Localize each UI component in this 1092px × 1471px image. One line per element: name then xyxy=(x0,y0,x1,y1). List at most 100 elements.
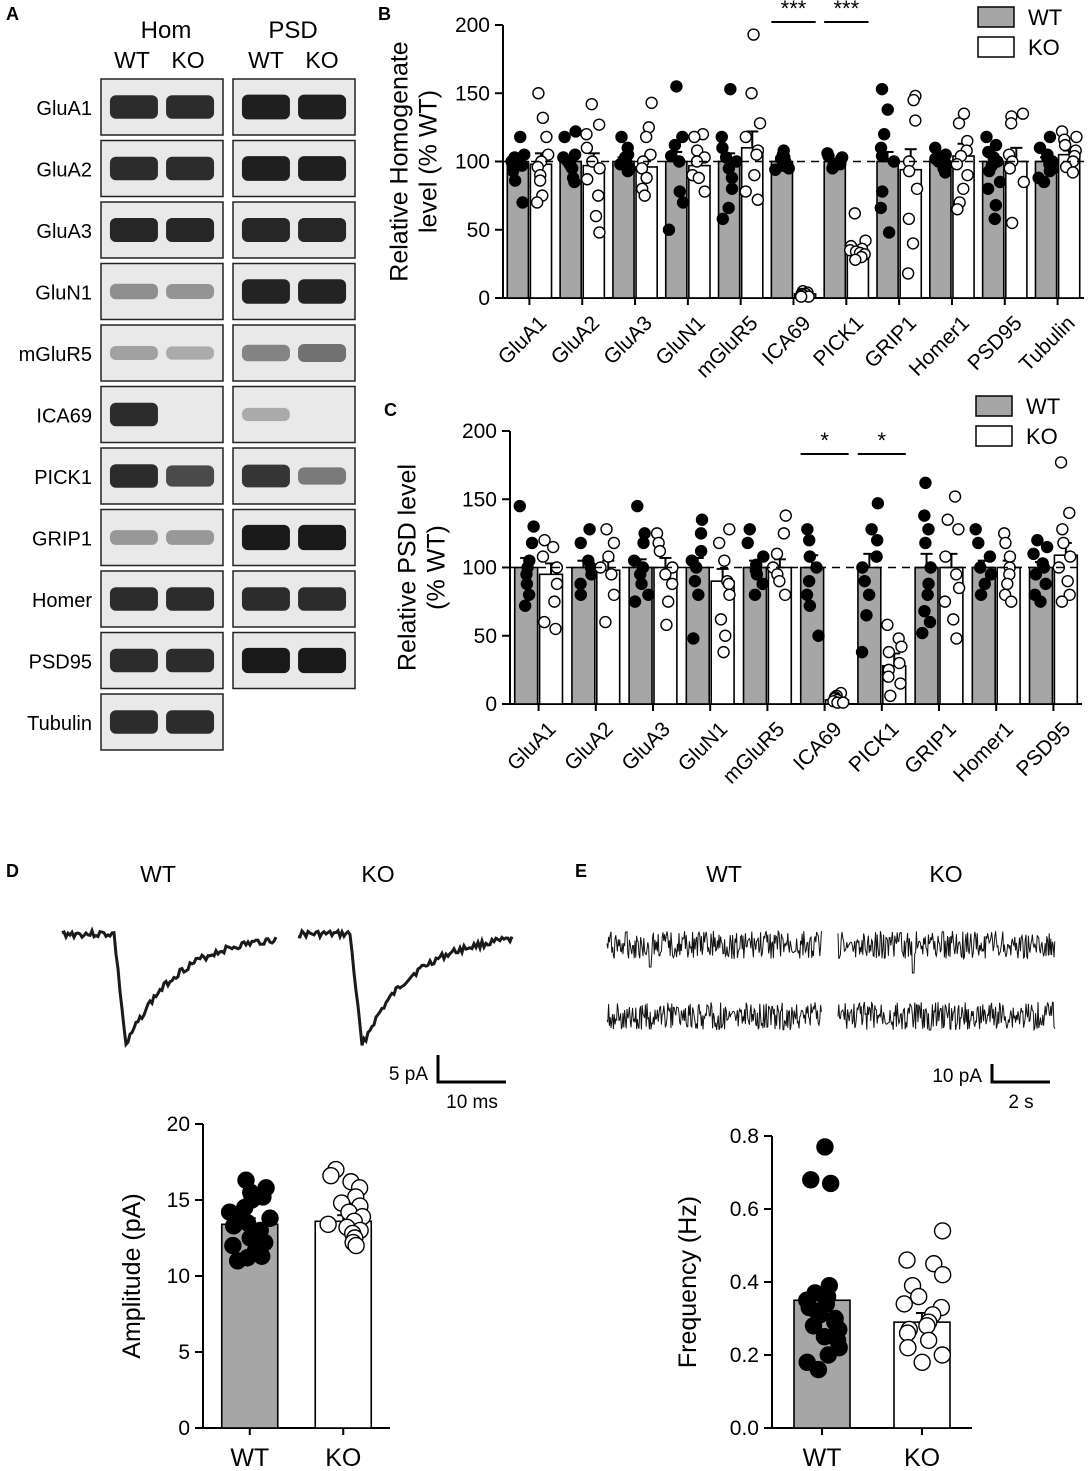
trace-panel-d: WT KO 5 pA 10 ms xyxy=(61,861,514,1113)
data-point xyxy=(228,1252,247,1270)
legend-label: KO xyxy=(1026,424,1058,449)
y-tick-label: 0 xyxy=(485,693,497,716)
bar xyxy=(929,160,952,299)
data-point xyxy=(668,138,682,152)
data-point xyxy=(513,499,526,513)
data-point xyxy=(715,130,728,144)
bar xyxy=(770,160,794,299)
data-point xyxy=(592,189,605,202)
data-point xyxy=(722,201,735,215)
data-point xyxy=(592,118,606,131)
data-point xyxy=(1061,574,1074,588)
data-point xyxy=(661,595,675,608)
data-point xyxy=(546,540,560,554)
data-point xyxy=(865,523,878,536)
blot-band xyxy=(298,94,347,120)
blot-box-psd xyxy=(232,631,356,690)
blot-band xyxy=(166,95,215,119)
data-point xyxy=(743,523,756,536)
data-point xyxy=(550,577,564,591)
data-point xyxy=(725,182,739,196)
data-point xyxy=(538,615,551,629)
data-point xyxy=(923,615,937,629)
data-point xyxy=(688,574,702,588)
blot-group-hom: Hom xyxy=(141,17,192,44)
data-point xyxy=(695,513,709,526)
blot-band xyxy=(298,344,347,362)
blot-row-label: GRIP1 xyxy=(32,529,92,551)
data-point xyxy=(224,1236,242,1255)
blot-band xyxy=(109,283,158,300)
chart-d-amplitude: 0 5 10 15 20 Amplitude (pA) WT KO xyxy=(118,1113,390,1471)
bar xyxy=(314,1220,373,1429)
data-point xyxy=(717,645,730,659)
blot-row-label: mGluR5 xyxy=(19,344,92,366)
data-point xyxy=(802,574,816,588)
data-point xyxy=(881,618,894,632)
data-point xyxy=(1043,164,1057,178)
data-point xyxy=(593,226,606,239)
data-point xyxy=(849,253,862,266)
x-tick-label: GluA1 xyxy=(503,718,561,776)
panel-letter-d: D xyxy=(6,861,19,881)
panel-letter-c: C xyxy=(384,400,397,420)
y-axis-label: (% WT) xyxy=(423,525,451,610)
data-point xyxy=(224,1217,243,1235)
trace-d-label-wt: WT xyxy=(140,861,176,887)
data-point xyxy=(642,588,655,601)
blot-band xyxy=(241,464,290,488)
y-tick-label: 5 xyxy=(178,1341,190,1364)
data-point xyxy=(569,125,582,138)
data-point xyxy=(933,1222,952,1240)
legend-label: WT xyxy=(1026,394,1060,419)
data-point xyxy=(821,1174,840,1193)
data-point xyxy=(532,87,545,100)
data-point xyxy=(938,595,952,608)
data-point xyxy=(1037,175,1051,189)
y-tick-label: 0.2 xyxy=(730,1344,759,1367)
data-point xyxy=(778,588,792,601)
data-point xyxy=(803,550,817,563)
y-tick-label: 20 xyxy=(167,1113,190,1136)
data-point xyxy=(756,577,769,591)
y-tick-label: 10 xyxy=(167,1265,190,1288)
data-point xyxy=(941,513,954,526)
data-point xyxy=(1063,588,1076,601)
blot-box-hom xyxy=(100,693,224,751)
data-point xyxy=(347,1236,365,1255)
x-tick-label: WT xyxy=(803,1444,842,1471)
data-point xyxy=(893,656,906,670)
y-tick-label: 0.6 xyxy=(730,1198,759,1221)
data-point xyxy=(694,527,708,540)
data-point xyxy=(980,130,993,144)
data-point xyxy=(972,536,985,550)
data-point xyxy=(802,1171,820,1189)
data-point xyxy=(922,523,935,536)
chart-b-homogenate: 0 50 100 150 200 Relative Homogenate level (% … xyxy=(386,0,1084,382)
data-point xyxy=(983,164,996,178)
data-point xyxy=(739,130,753,144)
y-axis-label: level (% WT) xyxy=(415,90,443,233)
data-point xyxy=(750,568,764,581)
trace-d-wt xyxy=(61,926,278,1048)
data-point xyxy=(819,1346,837,1364)
data-point xyxy=(1027,547,1040,561)
blot-box-psd xyxy=(232,324,356,382)
y-tick-label: 15 xyxy=(167,1189,190,1212)
significance-label: *** xyxy=(833,0,859,21)
blot-band xyxy=(241,156,290,181)
blot-box-hom xyxy=(100,385,224,444)
data-point xyxy=(916,626,929,640)
data-point xyxy=(1063,506,1076,520)
blot-row-label: Homer xyxy=(32,590,92,612)
data-point xyxy=(673,185,686,198)
legend-label: WT xyxy=(1028,5,1062,30)
data-point xyxy=(514,130,527,144)
data-point xyxy=(909,114,922,127)
data-point xyxy=(898,1251,916,1269)
blot-box-psd xyxy=(232,78,356,136)
blot-band xyxy=(241,279,290,304)
data-point xyxy=(947,613,960,626)
data-point xyxy=(918,1317,936,1335)
